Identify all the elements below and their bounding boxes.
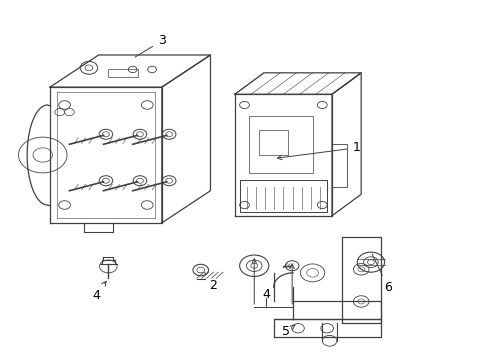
Bar	[239, 180, 326, 212]
Bar	[249, 116, 312, 173]
Text: 5: 5	[281, 325, 294, 338]
Bar	[259, 130, 287, 155]
Text: 6: 6	[371, 254, 391, 294]
Text: 4: 4	[262, 288, 270, 301]
Bar	[108, 68, 137, 77]
Bar	[331, 144, 346, 187]
Text: 4: 4	[92, 282, 106, 302]
Text: 1: 1	[277, 141, 360, 160]
Text: 3: 3	[135, 34, 165, 57]
Text: 2: 2	[204, 273, 216, 292]
